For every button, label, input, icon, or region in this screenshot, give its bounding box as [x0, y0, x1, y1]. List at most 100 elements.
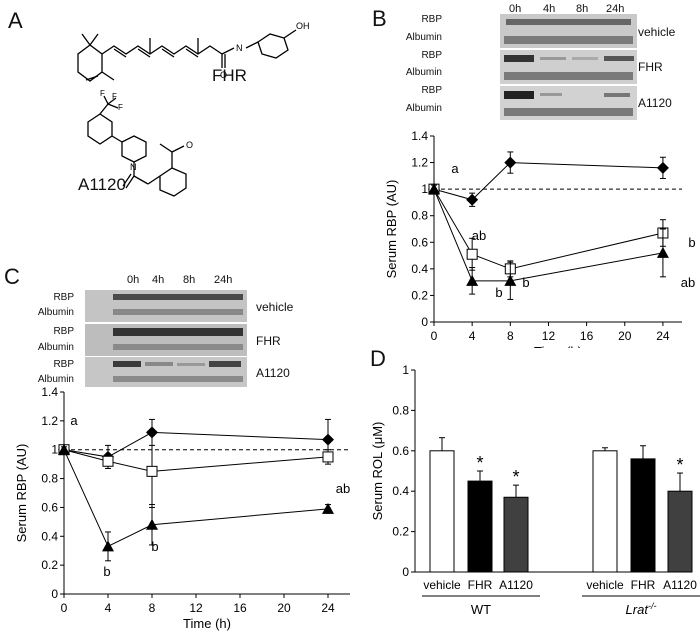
chart-d-category-label: A1120 [499, 578, 533, 592]
chart-d-significance: * [676, 455, 683, 475]
chart-c-point-diamond [322, 433, 334, 446]
chart-c-point-square [146, 465, 158, 477]
blot-c-albumin-label: Albumin [37, 374, 74, 385]
blot-c-timepoint: 8h [183, 274, 196, 286]
chart-b-point-triangle [428, 183, 440, 195]
chart-b: 0 0.2 0.4 0.6 0.8 1 1.2 1.4 0 4 8 12 16 20 24 Time (h) S… [384, 129, 696, 348]
fhr-structure [77, 29, 297, 82]
blot-c-albumin-label: Albumin [37, 342, 74, 353]
chart-c-x-tick-label: 0 [61, 601, 68, 615]
chart-c-x-axis-label: Time (h) [183, 616, 231, 631]
chart-c-y-tick-label: 1.2 [41, 414, 58, 428]
blot-b-membrane-fhr [500, 50, 637, 84]
chart-d-y-tick-label: 0.2 [392, 525, 409, 539]
chart-c-x-tick-label: 24 [321, 601, 335, 615]
chart-b-annotation: b [688, 235, 695, 250]
chart-c-x-tick-label: 12 [189, 601, 203, 615]
blot-c-rbp-label: RBP [53, 292, 74, 303]
a1120-o-label: O [186, 140, 193, 150]
chart-d-group-label-lrat: Lrat-/- [626, 601, 657, 617]
chart-b-point-diamond [504, 156, 517, 169]
chart-d-group-label-wt: WT [471, 602, 491, 617]
fhr-o-label: O [220, 70, 227, 80]
chart-b-series-line [433, 188, 664, 282]
chart-d-category-label: A1120 [663, 578, 697, 592]
chart-c-x-tick-label: 4 [105, 601, 112, 615]
chart-b-annotation: ab [472, 228, 486, 243]
chart-c-annotation: ab [336, 481, 350, 496]
chart-b-x-tick-label: 12 [542, 329, 556, 343]
blot-b-condition-a1120: A1120 [638, 96, 672, 110]
chart-b-x-tick-label: 0 [431, 329, 438, 343]
blot-b-rbp-label: RBP [421, 85, 442, 96]
blot-c-albumin-label: Albumin [37, 307, 74, 318]
chart-c-y-tick-label: 1 [51, 443, 58, 457]
chart-c-y-tick-label: 0.4 [41, 529, 58, 543]
blot-c-condition-vehicle: vehicle [256, 300, 294, 314]
chart-b-point-square [466, 248, 478, 260]
fhr-n-label: N [236, 43, 243, 53]
blot-c-membrane-a1120 [85, 357, 247, 387]
chart-b-point-diamond [656, 161, 669, 174]
chart-d-y-tick-label: 0.4 [392, 484, 409, 498]
chart-b-x-tick-label: 8 [507, 329, 514, 343]
chart-c-annotation: a [70, 413, 78, 428]
blot-b-rbp-label: RBP [421, 14, 442, 25]
blot-b-rbp-label: RBP [421, 50, 442, 61]
panel-a-letter: A [8, 8, 23, 33]
chart-b-x-axis-label: Time (h) [534, 344, 582, 348]
panel-b-letter: B [372, 6, 387, 31]
chart-c-point-square [102, 455, 114, 467]
chart-b-y-tick-label: 0.2 [411, 288, 428, 302]
chart-d-significance: * [512, 467, 519, 487]
chart-d-y-tick-label: 0 [402, 565, 409, 579]
chart-b-y-tick-label: 0 [421, 315, 428, 329]
chart-c-point-triangle [322, 502, 334, 514]
chart-b-x-tick-label: 20 [618, 329, 632, 343]
chemical-structures: N O OH F F F N O [77, 21, 310, 197]
blot-c-rbp-label: RBP [53, 326, 74, 337]
blot-b-timepoint: 0h [509, 3, 522, 15]
fhr-oh-label: OH [296, 21, 310, 31]
a1120-structure [87, 95, 187, 197]
chart-d-significance: * [476, 453, 483, 473]
western-blot-c: 0h 4h 8h 24h RBP Albumin vehicle RBP Alb… [0, 268, 370, 387]
chart-d-bar [592, 450, 618, 573]
chart-b-annotation: ab [681, 275, 695, 290]
fhr-compound-label: FHR [212, 66, 247, 85]
chart-c-series-line [63, 449, 329, 472]
chart-d-y-tick-label: 0.8 [392, 403, 409, 417]
chart-c-point-triangle [146, 518, 158, 530]
chart-b-x-tick-label: 16 [580, 329, 594, 343]
blot-c-timepoint: 4h [152, 274, 165, 286]
chart-b-y-tick-label: 1.2 [411, 156, 428, 170]
blot-c-rbp-label: RBP [53, 359, 74, 370]
blot-b-timepoint: 24h [606, 3, 625, 15]
a1120-n-label: N [130, 162, 137, 172]
western-blot-b: 0h 4h 8h 24h RBP Albumin vehicle RBP Alb… [380, 0, 700, 122]
chart-c-annotation: b [103, 564, 110, 579]
blot-b-membrane-a1120 [500, 86, 637, 120]
chart-d-bar [630, 458, 656, 573]
blot-c-timepoint: 0h [127, 274, 140, 286]
a1120-f-label-3: F [118, 103, 123, 112]
chart-b-point-triangle [656, 246, 669, 258]
chart-b-y-tick-label: 0.6 [411, 235, 428, 249]
blot-c-condition-fhr: FHR [256, 334, 281, 348]
chart-c-y-tick-label: 0 [51, 587, 58, 601]
chart-d-bar [467, 480, 493, 573]
chart-c-y-tick-label: 0.6 [41, 500, 58, 514]
blot-b-condition-fhr: FHR [638, 60, 663, 74]
blot-b-albumin-label: Albumin [405, 103, 442, 114]
chart-d-bar [667, 490, 693, 573]
chart-c-series-line [63, 431, 329, 458]
chart-b-point-triangle [504, 274, 517, 286]
chart-c-y-tick-label: 1.4 [41, 385, 58, 399]
chart-d-y-tick-label: 0.6 [392, 444, 409, 458]
chart-b-y-tick-label: 1 [421, 182, 428, 196]
blot-c-membrane-vehicle [85, 290, 247, 322]
chart-c-point-square [322, 451, 334, 463]
chart-c: 0 0.2 0.4 0.6 0.8 1 1.2 1.4 0 4 8 12 16 20 24 Time (h) S… [14, 385, 350, 631]
chart-d-y-axis-label: Serum ROL (μM) [370, 422, 385, 521]
